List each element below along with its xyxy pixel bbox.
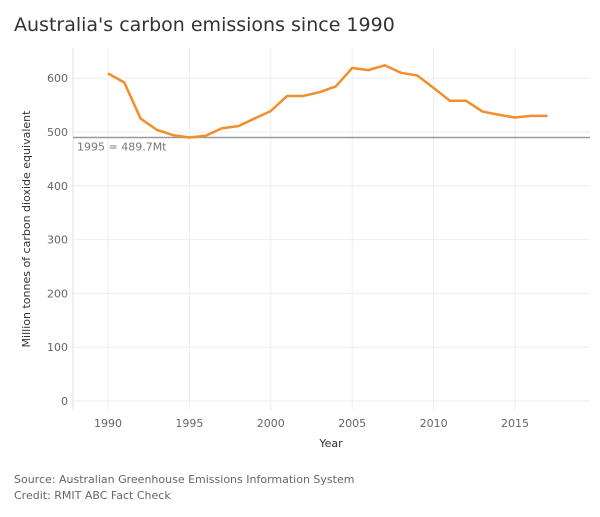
x-tick-label: 2000: [257, 417, 285, 430]
y-tick-label: 300: [47, 234, 68, 247]
y-tick-label: 600: [47, 72, 68, 85]
x-tick-label: 1995: [175, 417, 203, 430]
chart-title: Australia's carbon emissions since 1990: [14, 14, 395, 36]
y-axis-label: Million tonnes of carbon dioxide equival…: [20, 110, 33, 348]
x-tick-label: 2010: [420, 417, 448, 430]
x-axis-label: Year: [318, 437, 343, 450]
x-tick-label: 2005: [338, 417, 366, 430]
line-chart: 0 100 200 300 400 500 600 1990 1995 2000 2005 2010 2…: [20, 48, 590, 450]
series-line: [107, 64, 548, 139]
y-tick-label: 200: [47, 287, 68, 300]
credit-note: Credit: RMIT ABC Fact Check: [14, 489, 171, 502]
x-tick-label: 1990: [94, 417, 122, 430]
y-tick-label: 0: [61, 395, 68, 408]
x-tick-label: 2015: [501, 417, 529, 430]
y-tick-label: 100: [47, 341, 68, 354]
y-tick-label: 400: [47, 180, 68, 193]
y-tick-label: 500: [47, 126, 68, 139]
source-note: Source: Australian Greenhouse Emissions …: [14, 473, 355, 486]
reference-label: 1995 = 489.7Mt: [77, 141, 167, 154]
